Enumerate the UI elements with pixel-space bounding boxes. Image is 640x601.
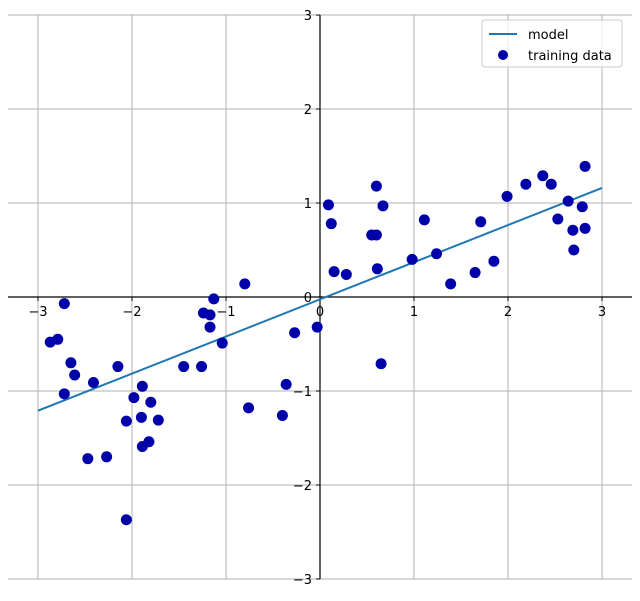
data-point [204,309,216,321]
x-tick-label: −3 [28,305,47,320]
data-point [152,414,164,426]
data-point [69,369,81,381]
data-point [579,160,591,172]
model-line-path [37,187,603,412]
data-point [120,514,132,526]
data-point [135,411,147,423]
legend-box [481,19,623,68]
data-point [328,266,340,278]
data-point [370,229,382,241]
data-point [325,218,337,230]
data-point [377,200,389,212]
data-point [537,170,549,182]
data-point [488,255,500,267]
data-point [568,244,580,256]
data-point [552,213,564,225]
data-point [520,178,532,190]
data-point [208,293,220,305]
data-point [216,337,228,349]
data-point [204,321,216,333]
data-point [58,298,70,310]
data-point [276,409,288,421]
data-point [418,214,430,226]
legend-label-model: model [528,28,568,43]
x-tick-label: 2 [504,305,512,320]
data-point [562,195,574,207]
y-tick-label: −3 [293,573,312,588]
model-line [37,187,603,412]
data-point [136,380,148,392]
legend-dot-icon [498,50,508,60]
data-point [469,267,481,279]
data-point [576,201,588,213]
data-point [567,224,579,236]
data-point [501,190,513,202]
data-point [375,358,387,370]
data-point [579,222,591,234]
data-point [322,199,334,211]
data-point [406,253,418,265]
y-tick-label: 0 [304,291,312,306]
data-point [52,333,64,345]
data-point [101,451,113,463]
data-point [128,392,140,404]
legend: model training data [481,19,623,68]
data-point [371,263,383,275]
data-point [145,396,157,408]
data-point [196,361,208,373]
legend-label-training-data: training data [528,49,612,64]
axes [8,14,632,580]
data-point [87,377,99,389]
data-point [143,436,155,448]
data-point [340,268,352,280]
data-point [431,248,443,260]
data-point [545,178,557,190]
data-point [311,321,323,333]
data-point [239,278,251,290]
training-data-points [44,160,591,526]
y-tick-label: −1 [293,385,312,400]
y-tick-label: −2 [293,479,312,494]
data-point [280,378,292,390]
tick-labels: −3 −2 −1 0 1 2 3 −3 −2 −1 0 1 2 3 [28,9,606,588]
x-tick-label: −1 [216,305,235,320]
y-tick-label: 1 [304,197,312,212]
data-point [243,402,255,414]
data-point [475,216,487,228]
x-tick-label: −2 [122,305,141,320]
x-tick-label: 0 [316,305,324,320]
data-point [120,415,132,427]
x-tick-label: 1 [410,305,418,320]
x-tick-label: 3 [598,305,606,320]
y-tick-label: 2 [304,103,312,118]
data-point [370,180,382,192]
data-point [178,361,190,373]
data-point [112,361,124,373]
data-point [65,357,77,369]
y-tick-label: 3 [304,9,312,24]
data-point [58,388,70,400]
data-point [289,327,301,339]
data-point [445,278,457,290]
data-point [82,453,94,465]
